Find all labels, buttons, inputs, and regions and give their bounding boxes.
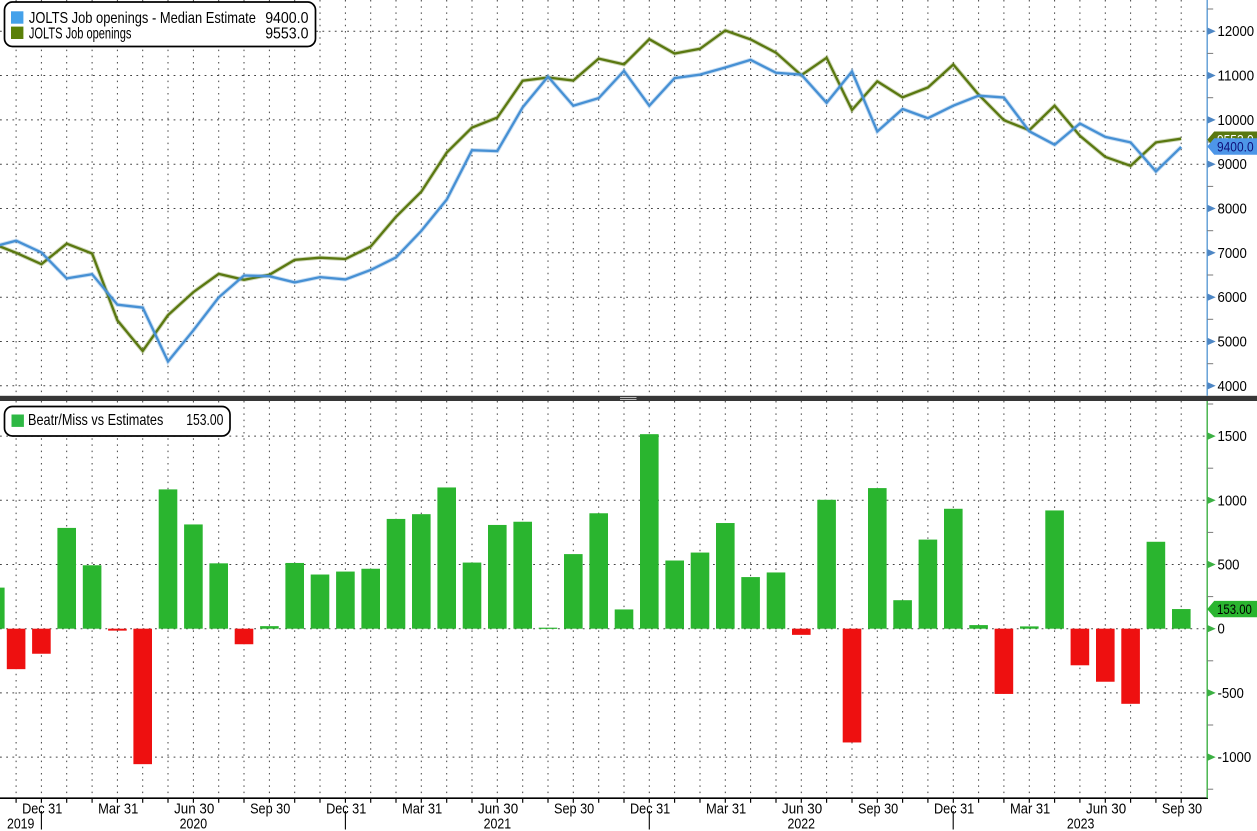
svg-text:153.00: 153.00 (186, 412, 223, 429)
svg-text:9553.0: 9553.0 (265, 25, 309, 42)
svg-text:JOLTS Job openings - Median Es: JOLTS Job openings - Median Estimate (29, 10, 256, 27)
svg-text:9400.0: 9400.0 (1217, 139, 1254, 154)
svg-text:7000: 7000 (1218, 246, 1247, 262)
svg-text:JOLTS Job openings: JOLTS Job openings (29, 25, 132, 42)
svg-text:Mar 31: Mar 31 (1010, 802, 1050, 818)
svg-text:2023: 2023 (1067, 816, 1095, 831)
svg-text:8000: 8000 (1218, 202, 1247, 218)
svg-text:-500: -500 (1218, 686, 1244, 702)
svg-text:Sep 30: Sep 30 (858, 802, 898, 818)
svg-text:2019: 2019 (7, 816, 35, 831)
svg-text:Mar 31: Mar 31 (402, 802, 442, 818)
svg-text:Mar 31: Mar 31 (98, 802, 138, 818)
svg-text:153.00: 153.00 (1217, 602, 1252, 617)
svg-text:1000: 1000 (1218, 493, 1247, 509)
svg-text:9000: 9000 (1218, 157, 1247, 173)
svg-text:Sep 30: Sep 30 (250, 802, 290, 818)
svg-text:Sep 30: Sep 30 (1162, 802, 1202, 818)
svg-text:12000: 12000 (1218, 24, 1255, 40)
svg-text:4000: 4000 (1218, 379, 1247, 395)
svg-text:Dec 31: Dec 31 (326, 802, 366, 818)
svg-text:Jun 30: Jun 30 (174, 802, 214, 818)
svg-text:Sep 30: Sep 30 (554, 802, 594, 818)
svg-text:Dec 31: Dec 31 (934, 802, 974, 818)
svg-text:9400.0: 9400.0 (265, 10, 309, 27)
svg-text:6000: 6000 (1218, 290, 1247, 306)
svg-text:Jun 30: Jun 30 (782, 802, 822, 818)
svg-text:-1000: -1000 (1218, 750, 1252, 766)
svg-text:500: 500 (1218, 558, 1240, 574)
svg-text:Jun 30: Jun 30 (1086, 802, 1126, 818)
svg-text:Dec 31: Dec 31 (22, 802, 62, 818)
svg-text:0: 0 (1218, 622, 1225, 638)
svg-text:2020: 2020 (180, 816, 208, 831)
svg-text:5000: 5000 (1218, 335, 1247, 351)
svg-text:2021: 2021 (484, 816, 512, 831)
svg-text:Mar 31: Mar 31 (706, 802, 746, 818)
svg-text:11000: 11000 (1218, 69, 1255, 85)
svg-text:10000: 10000 (1218, 113, 1255, 129)
svg-text:Dec 31: Dec 31 (630, 802, 670, 818)
svg-text:2022: 2022 (788, 816, 816, 831)
svg-text:Beatr/Miss vs Estimates: Beatr/Miss vs Estimates (28, 412, 163, 429)
svg-text:Jun 30: Jun 30 (478, 802, 518, 818)
svg-text:1500: 1500 (1218, 429, 1247, 445)
